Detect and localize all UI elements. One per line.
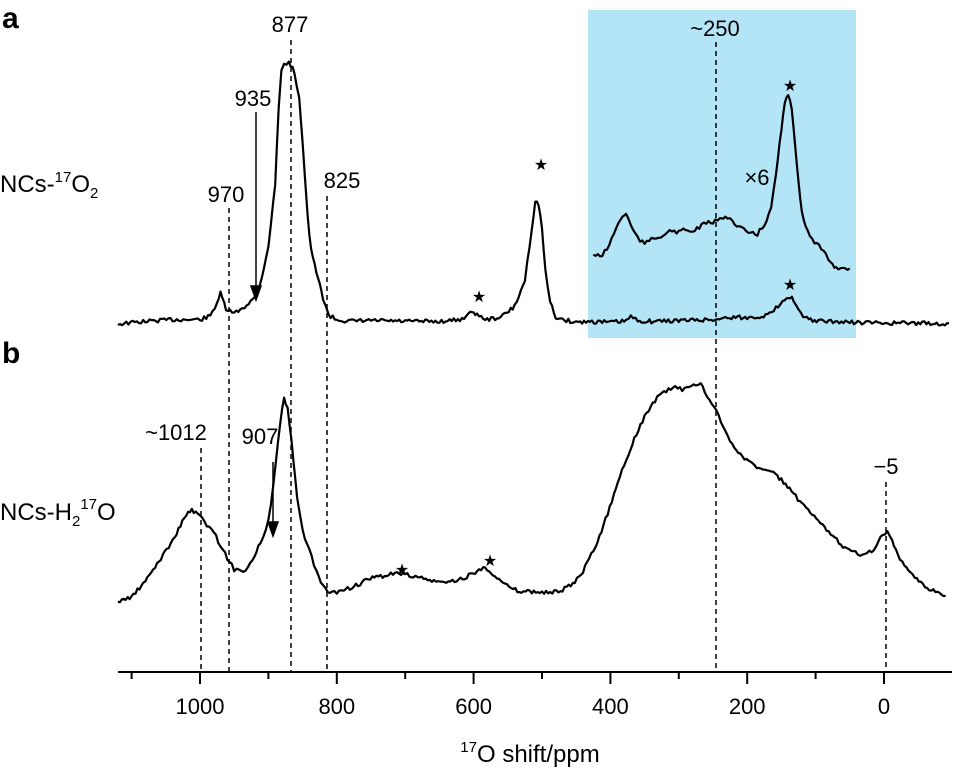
star-icon: ★ bbox=[483, 553, 497, 570]
peak-label-907: 907 bbox=[242, 424, 279, 449]
scale-label-x6: ×6 bbox=[744, 165, 769, 190]
series-label-a: NCs-17O2 bbox=[0, 169, 98, 202]
peak-label-minus5: −5 bbox=[873, 454, 898, 479]
series-label-a-sub: 2 bbox=[90, 185, 98, 202]
highlight-region bbox=[588, 10, 856, 338]
series-label-b-sub: 2 bbox=[72, 513, 80, 530]
series-label-a-main: NCs- bbox=[0, 171, 55, 198]
spectrum-a-x6 bbox=[592, 94, 851, 271]
star-icon: ★ bbox=[534, 157, 548, 174]
x-axis-label: 17O shift/ppm bbox=[460, 739, 599, 768]
peak-label-935: 935 bbox=[235, 86, 272, 111]
spectrum-b bbox=[117, 382, 946, 604]
series-label-a-o: O bbox=[71, 171, 90, 198]
series-label-b: NCs-H217O bbox=[0, 496, 116, 530]
x-tick-label: 800 bbox=[318, 694, 355, 719]
x-axis-label-main: O shift/ppm bbox=[477, 741, 600, 768]
peak-label-970: 970 bbox=[208, 182, 245, 207]
peak-label-1012: ~1012 bbox=[145, 420, 207, 445]
star-icon: ★ bbox=[472, 289, 486, 306]
x-tick-label: 400 bbox=[592, 694, 629, 719]
x-tick-label: 200 bbox=[729, 694, 766, 719]
star-icon: ★ bbox=[395, 562, 409, 579]
star-icon: ★ bbox=[783, 277, 797, 294]
star-icon: ★ bbox=[783, 78, 797, 95]
peak-label-877: 877 bbox=[272, 12, 309, 37]
x-tick-label: 0 bbox=[878, 694, 890, 719]
sideband-stars: ★ ★ ★ ★ ★ ★ bbox=[395, 78, 797, 579]
x-axis-ticks: 1000 800 600 400 200 0 bbox=[130, 672, 890, 719]
peak-label-250: ~250 bbox=[690, 16, 740, 41]
spectrum-a bbox=[117, 60, 950, 327]
panel-letter-a: a bbox=[2, 2, 19, 35]
arrow-907-head bbox=[266, 521, 280, 539]
x-tick-label: 1000 bbox=[176, 694, 225, 719]
x-axis-label-sup: 17 bbox=[460, 739, 477, 756]
panel-letter-b: b bbox=[2, 337, 20, 370]
x-tick-label: 600 bbox=[455, 694, 492, 719]
series-label-b-sup: 17 bbox=[80, 496, 97, 513]
series-label-b-main: NCs-H bbox=[0, 499, 72, 526]
series-label-b-o: O bbox=[97, 499, 116, 526]
series-label-a-sup: 17 bbox=[55, 169, 72, 186]
peak-label-825: 825 bbox=[324, 168, 361, 193]
